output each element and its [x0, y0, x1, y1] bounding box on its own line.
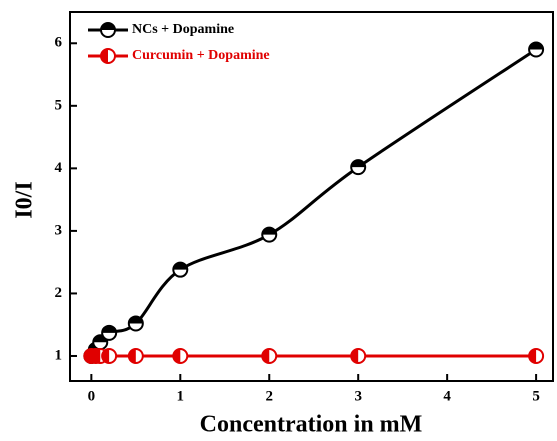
y-tick-label: 5 [55, 97, 63, 113]
x-tick-label: 2 [265, 388, 273, 404]
marker-half [128, 348, 136, 363]
data-point [528, 41, 545, 58]
data-point [127, 315, 144, 332]
y-axis-label: I0/I [12, 181, 38, 218]
marker-half [351, 160, 366, 168]
legend-marker [100, 48, 116, 64]
y-tick-label: 3 [55, 222, 63, 238]
legend-label: Curcumin + Dopamine [132, 48, 270, 63]
legend-marker [100, 22, 116, 38]
marker-half [173, 348, 181, 363]
x-tick-label: 3 [354, 388, 362, 404]
data-point [350, 159, 367, 176]
data-point [101, 324, 118, 341]
marker-half [101, 23, 115, 30]
marker-half [262, 348, 270, 363]
data-point [350, 347, 367, 364]
marker-half [262, 227, 277, 235]
data-point [101, 347, 118, 364]
data-point [528, 347, 545, 364]
legend-label: NCs + Dopamine [132, 22, 234, 37]
marker-half [102, 348, 110, 363]
x-tick-label: 4 [443, 388, 451, 404]
data-point [172, 347, 189, 364]
series-line [90, 48, 537, 357]
data-point [261, 347, 278, 364]
x-tick-label: 5 [532, 388, 540, 404]
y-tick-label: 2 [55, 285, 63, 301]
data-point [261, 226, 278, 243]
x-axis-label: Concentration in mM [200, 412, 423, 438]
y-tick-label: 4 [55, 160, 63, 176]
marker-half [351, 348, 359, 363]
marker-half [173, 262, 188, 270]
data-point [172, 261, 189, 278]
marker-half [128, 316, 143, 324]
y-tick-label: 1 [55, 347, 63, 363]
data-point [127, 347, 144, 364]
marker-half [101, 49, 108, 63]
x-tick-label: 0 [88, 388, 96, 404]
marker-half [102, 325, 117, 333]
y-tick-label: 6 [55, 35, 63, 51]
x-tick-label: 1 [177, 388, 185, 404]
marker-half [529, 42, 544, 50]
marker-half [529, 348, 537, 363]
plot-frame [69, 11, 554, 382]
marker-half [93, 348, 101, 363]
